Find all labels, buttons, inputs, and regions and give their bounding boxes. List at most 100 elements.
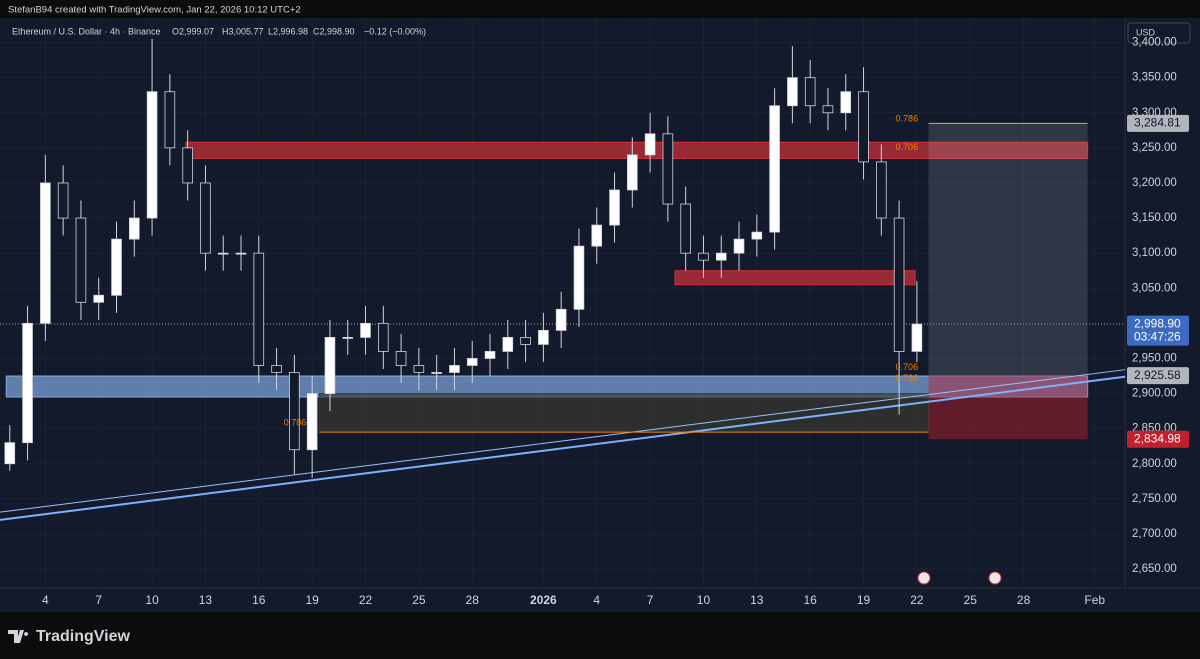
price-tag bbox=[1127, 114, 1189, 132]
x-tick-label: 19 bbox=[305, 593, 319, 607]
x-tick-label: 10 bbox=[145, 593, 159, 607]
candle-body bbox=[893, 217, 905, 352]
legend: Ethereum / U.S. Dollar · 4h · Binance O2… bbox=[12, 26, 426, 36]
x-tick-label: 2026 bbox=[530, 593, 557, 607]
y-tick-label: 3,100.00 bbox=[1132, 247, 1177, 259]
event-icon[interactable] bbox=[917, 571, 931, 585]
currency-box[interactable] bbox=[1127, 22, 1191, 44]
x-tick-label: 16 bbox=[803, 593, 817, 607]
candle-body bbox=[306, 393, 318, 451]
candle-body bbox=[573, 245, 585, 310]
candle-body bbox=[876, 161, 887, 219]
candle-body bbox=[751, 231, 763, 240]
candle-body bbox=[627, 154, 638, 191]
candle-body bbox=[342, 336, 354, 339]
price-tag bbox=[1127, 315, 1189, 346]
x-tick-label: 19 bbox=[857, 593, 871, 607]
x-tick-label: 16 bbox=[252, 593, 266, 607]
zone bbox=[674, 270, 916, 286]
x-tick-label: 22 bbox=[359, 593, 373, 607]
candle-body bbox=[733, 238, 745, 254]
candle-body bbox=[378, 322, 389, 352]
currency[interactable]: USD bbox=[1136, 27, 1156, 37]
x-tick-label: 22 bbox=[910, 593, 924, 607]
y-tick-label: 3,400.00 bbox=[1132, 37, 1177, 49]
price-tag-label: 2,834.98 bbox=[1134, 431, 1181, 445]
ohlc: L2,996.98 bbox=[268, 26, 308, 36]
fib-label: 0.706 bbox=[896, 362, 919, 372]
candle-body bbox=[840, 91, 852, 114]
title: Ethereum / U.S. Dollar · 4h · Binance bbox=[12, 26, 161, 36]
y-tick-label: 3,050.00 bbox=[1132, 282, 1177, 294]
ohlc: H3,005.77 bbox=[222, 26, 264, 36]
candle-body bbox=[591, 224, 603, 247]
candle-body bbox=[449, 365, 460, 373]
ohlc: −0.12 (−0.00%) bbox=[364, 26, 426, 36]
y-tick-label: 3,150.00 bbox=[1132, 212, 1177, 224]
y-tick-label: 3,200.00 bbox=[1132, 177, 1177, 189]
fib-label: 0.786 bbox=[284, 417, 307, 427]
candle-body bbox=[555, 308, 567, 331]
profit-zone bbox=[928, 123, 1088, 376]
fib-label: 0.786 bbox=[896, 373, 919, 383]
ohlc: C2,998.90 bbox=[313, 26, 355, 36]
x-tick-label: 10 bbox=[697, 593, 711, 607]
candle-body bbox=[502, 336, 514, 352]
y-tick-label: 2,700.00 bbox=[1132, 528, 1177, 540]
candle-body bbox=[484, 351, 496, 359]
ohlc: O2,999.07 bbox=[172, 26, 214, 36]
x-tick-label: 25 bbox=[964, 593, 978, 607]
brand: TradingView bbox=[36, 628, 131, 645]
candle-body bbox=[289, 372, 300, 451]
x-tick-label: 7 bbox=[647, 593, 654, 607]
countdown: 03:47:26 bbox=[1134, 329, 1181, 343]
candle-body bbox=[520, 336, 531, 345]
candle-body bbox=[75, 217, 87, 303]
logo-mark bbox=[8, 630, 29, 643]
y-tick-label: 2,650.00 bbox=[1132, 563, 1177, 575]
price-tag-label: 2,998.90 bbox=[1134, 316, 1181, 330]
candle-body bbox=[217, 252, 229, 255]
candle-body bbox=[4, 442, 16, 465]
candle-body bbox=[235, 252, 247, 255]
brand-logo bbox=[8, 630, 29, 643]
x-tick-label: 28 bbox=[466, 593, 480, 607]
candle-body bbox=[911, 323, 923, 352]
candle-body bbox=[253, 252, 265, 366]
candle-body bbox=[698, 252, 709, 261]
x-tick-label: 4 bbox=[593, 593, 600, 607]
candle-body bbox=[804, 77, 816, 107]
candle-body bbox=[715, 252, 727, 261]
trendline bbox=[0, 369, 1126, 513]
candle-body bbox=[164, 91, 176, 149]
candle-body bbox=[787, 77, 798, 107]
candle-body bbox=[93, 294, 105, 303]
x-tick-label: 25 bbox=[412, 593, 426, 607]
loss-zone bbox=[928, 375, 1088, 440]
trendline bbox=[0, 375, 1126, 521]
candle-body bbox=[609, 189, 620, 226]
candle-body bbox=[200, 182, 211, 254]
candle-body bbox=[395, 351, 407, 366]
candle-body bbox=[644, 133, 656, 156]
event-icon[interactable] bbox=[988, 571, 1002, 585]
candle-body bbox=[324, 336, 336, 394]
candle-body bbox=[466, 358, 478, 366]
candle-body bbox=[769, 105, 780, 233]
candle-body bbox=[146, 91, 158, 219]
candle-body bbox=[538, 329, 549, 345]
y-tick-label: 3,250.00 bbox=[1132, 142, 1177, 154]
y-tick-label: 2,750.00 bbox=[1132, 493, 1177, 505]
x-tick-label: 13 bbox=[750, 593, 764, 607]
price-tag-label: 3,284.81 bbox=[1134, 116, 1181, 130]
candle-body bbox=[360, 322, 371, 338]
candle-body bbox=[822, 105, 834, 114]
chart-pane bbox=[0, 18, 1200, 612]
x-tick-label: 7 bbox=[95, 593, 102, 607]
credit: StefanB94 created with TradingView.com, … bbox=[8, 5, 301, 16]
candle-body bbox=[128, 217, 140, 240]
event-icons bbox=[917, 571, 1002, 585]
candle-body bbox=[413, 365, 425, 373]
